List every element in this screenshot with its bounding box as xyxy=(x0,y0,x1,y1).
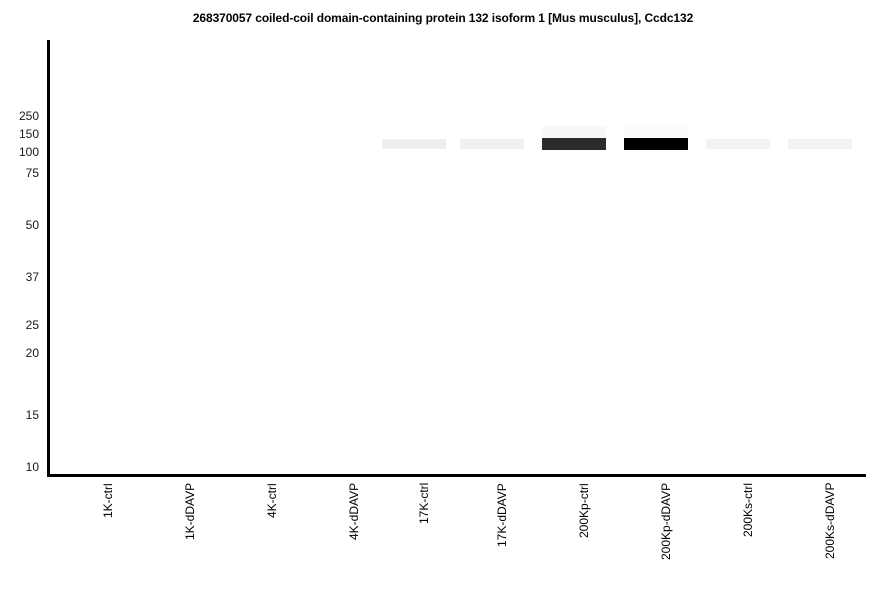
blot-lane xyxy=(382,40,446,474)
y-axis-tick-label: 75 xyxy=(25,166,39,180)
y-axis-tick-label: 10 xyxy=(25,460,39,474)
blot-lane xyxy=(542,40,606,474)
y-axis-tick-label: 50 xyxy=(25,218,39,232)
y-axis-tick-labels: 250 150 100 75 50 37 25 20 15 10 xyxy=(0,0,44,595)
y-axis-tick-label: 25 xyxy=(25,318,39,332)
y-axis-tick-label: 150 xyxy=(18,127,39,141)
blot-band xyxy=(460,139,524,149)
x-axis-tick-label: 200Ks-ctrl xyxy=(741,482,755,537)
x-axis-tick-label: 200Kp-dDAVP xyxy=(659,482,673,560)
x-axis-tick-label: 17K-ctrl xyxy=(417,482,431,524)
y-axis-tick-label: 20 xyxy=(25,346,39,360)
y-axis-tick-label: 100 xyxy=(18,145,39,159)
x-axis-tick-label: 4K-dDAVP xyxy=(347,482,361,540)
x-axis-tick-label: 200Ks-dDAVP xyxy=(823,482,837,559)
blot-band xyxy=(542,126,606,138)
blot-lane xyxy=(86,40,148,474)
x-axis-tick-label: 4K-ctrl xyxy=(265,483,279,518)
blot-lane xyxy=(706,40,770,474)
x-axis-line xyxy=(47,474,866,477)
x-axis-tick-label: 200Kp-ctrl xyxy=(577,483,591,538)
blot-lane xyxy=(460,40,524,474)
blot-plot-area xyxy=(50,40,866,474)
blot-lane xyxy=(168,40,230,474)
blot-band xyxy=(624,126,688,138)
blot-lane xyxy=(624,40,688,474)
blot-lane xyxy=(250,40,312,474)
blot-band xyxy=(542,138,606,150)
x-axis-tick-label: 17K-dDAVP xyxy=(495,483,509,547)
blot-band xyxy=(706,139,770,149)
blot-band xyxy=(624,138,688,150)
y-axis-tick-label: 37 xyxy=(25,270,39,284)
y-axis-tick-label: 250 xyxy=(18,109,39,123)
y-axis-tick-label: 15 xyxy=(25,408,39,422)
page-title: 268370057 coiled-coil domain-containing … xyxy=(192,11,694,25)
x-axis-tick-label: 1K-dDAVP xyxy=(183,482,197,540)
blot-band xyxy=(788,139,852,149)
blot-band xyxy=(382,139,446,149)
x-axis-tick-labels: 1K-ctrl 1K-dDAVP 4K-ctrl 4K-dDAVP 17K-ctrl 17… xyxy=(50,479,866,595)
y-axis-line xyxy=(47,40,50,477)
x-axis-tick-label: 1K-ctrl xyxy=(101,483,115,518)
blot-lane xyxy=(788,40,852,474)
